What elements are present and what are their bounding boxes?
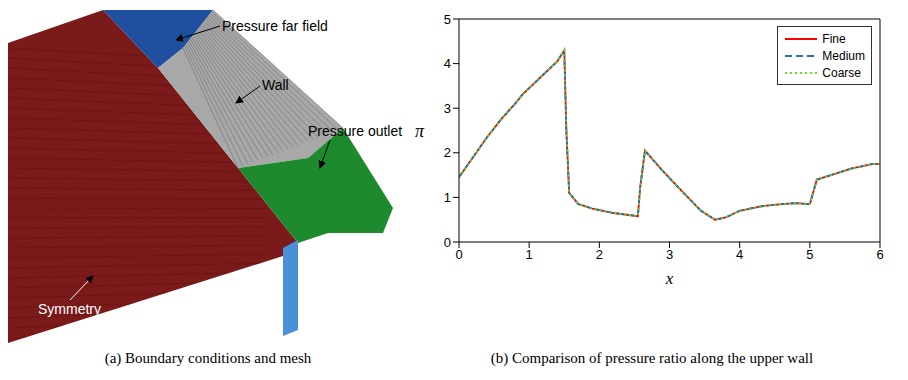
svg-text:Symmetry: Symmetry	[38, 301, 101, 317]
html-text:(b) Comparison of pressure rat: (b) Comparison of pressure ratio along t…	[490, 350, 814, 366]
svg-text:0: 0	[444, 235, 451, 250]
html-text:Medium: Medium	[822, 48, 865, 63]
svg-text:4: 4	[444, 56, 451, 71]
html-text:Fine: Fine	[822, 31, 846, 46]
svg-text:2: 2	[444, 145, 451, 160]
svg-text:5: 5	[806, 247, 813, 262]
svg-text:1: 1	[526, 247, 533, 262]
svg-text:1: 1	[444, 190, 451, 205]
svg-text:x: x	[665, 269, 674, 288]
svg-text:5: 5	[444, 12, 451, 27]
html-text:(a) Boundary conditions and me: (a) Boundary conditions and mesh	[104, 350, 312, 366]
svg-text:3: 3	[666, 247, 673, 262]
svg-text:Pressure outlet: Pressure outlet	[308, 123, 402, 139]
svg-text:Wall: Wall	[262, 77, 289, 93]
svg-text:3: 3	[444, 101, 451, 116]
svg-text:2: 2	[596, 247, 603, 262]
svg-text:6: 6	[876, 247, 883, 262]
svg-text:4: 4	[736, 247, 743, 262]
svg-text:0: 0	[455, 247, 462, 262]
svg-text:Pressure far field: Pressure far field	[222, 18, 328, 34]
html-text:Coarse: Coarse	[822, 65, 861, 80]
svg-text:π: π	[415, 121, 425, 141]
